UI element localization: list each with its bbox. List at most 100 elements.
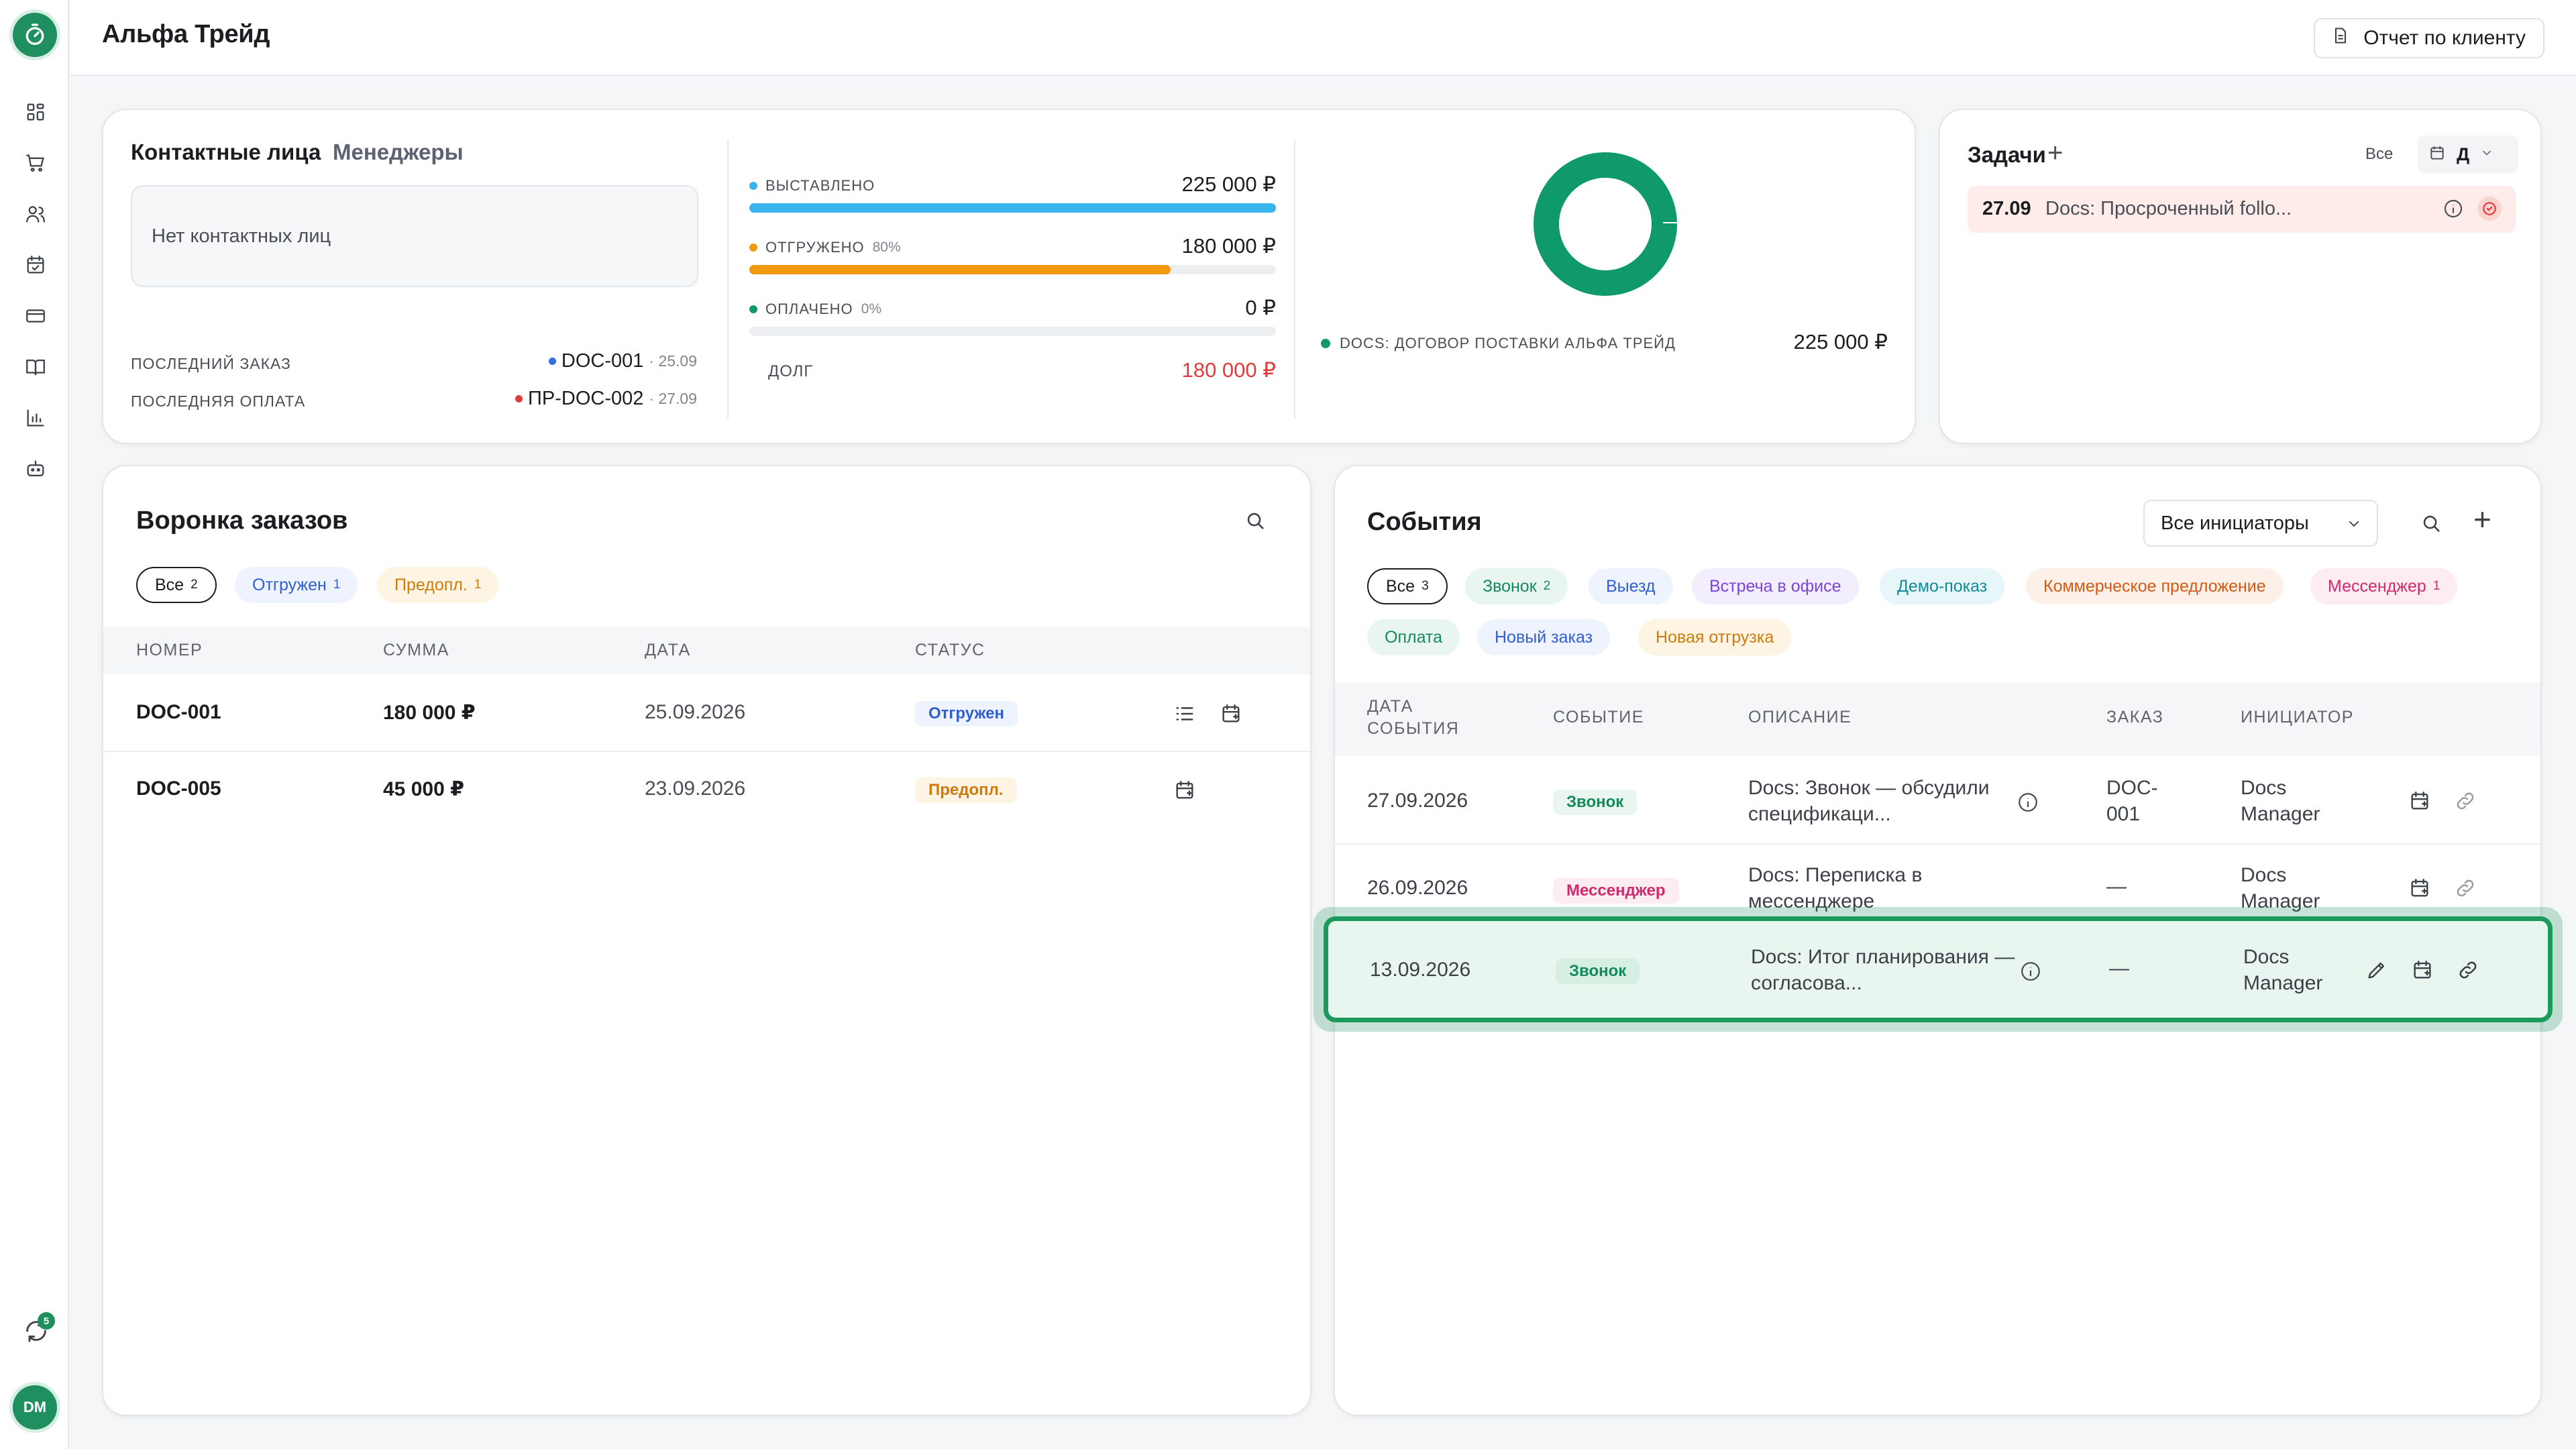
list-icon[interactable] bbox=[1173, 702, 1196, 725]
tasks-filter-all[interactable]: Все bbox=[2365, 145, 2394, 163]
calendar-check-icon[interactable] bbox=[23, 252, 48, 278]
sync-count-badge: 5 bbox=[38, 1312, 55, 1330]
calendar-add-icon[interactable] bbox=[2408, 877, 2431, 900]
filter-label: Мессенджер bbox=[2328, 576, 2426, 596]
page-title: Альфа Трейд bbox=[102, 20, 270, 48]
filter-label: Новый заказ bbox=[1495, 627, 1593, 647]
app-logo-icon[interactable] bbox=[13, 13, 57, 57]
calendar-add-icon[interactable] bbox=[1173, 779, 1196, 802]
events-filter-call[interactable]: Звонок 2 bbox=[1465, 568, 1568, 604]
event-order[interactable]: DOC- 001 bbox=[2106, 775, 2158, 827]
column-header-line: СОБЫТИЯ bbox=[1367, 719, 1460, 738]
events-filter-new-shipment[interactable]: Новая отгрузка bbox=[1638, 619, 1792, 655]
events-filter-office-meeting[interactable]: Встреча в офисе bbox=[1692, 568, 1859, 604]
link-icon[interactable] bbox=[2454, 877, 2477, 900]
column-header[interactable]: СУММА bbox=[383, 641, 449, 659]
event-type-text: Звонок bbox=[1553, 790, 1638, 815]
calendar-add-icon[interactable] bbox=[2411, 959, 2434, 981]
status-text: Предопл. bbox=[915, 777, 1017, 803]
events-filter-demo[interactable]: Демо-показ bbox=[1880, 568, 2005, 604]
order-sum: 45 000 ₽ bbox=[383, 778, 464, 800]
events-filter-messenger[interactable]: Мессенджер 1 bbox=[2310, 568, 2458, 604]
tab-managers[interactable]: Менеджеры bbox=[333, 140, 464, 164]
add-event-icon[interactable]: + bbox=[2473, 502, 2491, 537]
link-icon[interactable] bbox=[2457, 959, 2479, 981]
funnel-filter-all[interactable]: Все 2 bbox=[136, 567, 217, 603]
event-description: Docs: Переписка в мессенджере bbox=[1748, 862, 1922, 914]
funnel-filter-prepaid[interactable]: Предопл. 1 bbox=[377, 567, 499, 603]
contract-legend-value: 225 000 ₽ bbox=[1793, 330, 1888, 354]
book-icon[interactable] bbox=[23, 354, 48, 380]
column-header[interactable]: НОМЕР bbox=[136, 641, 203, 659]
table-row-highlighted[interactable]: 13.09.2026 Звонок Docs: Итог планировани… bbox=[1324, 916, 2553, 1022]
order-line: DOC- bbox=[2106, 777, 2158, 799]
column-header[interactable]: ОПИСАНИЕ bbox=[1748, 708, 1852, 727]
column-header[interactable]: ДАТА СОБЫТИЯ bbox=[1367, 696, 1459, 740]
column-header[interactable]: СОБЫТИЕ bbox=[1553, 708, 1644, 727]
events-filter-payment[interactable]: Оплата bbox=[1367, 619, 1460, 655]
column-header[interactable]: ДАТА bbox=[645, 641, 691, 659]
events-filter-all[interactable]: Все 3 bbox=[1367, 568, 1448, 604]
client-report-button[interactable]: Отчет по клиенту bbox=[2314, 18, 2544, 58]
shipped-label: ОТГРУЖЕНО bbox=[765, 239, 865, 256]
events-filter-visit[interactable]: Выезд bbox=[1589, 568, 1673, 604]
shipped-percent: 80% bbox=[872, 239, 901, 255]
initiator-line: Docs bbox=[2241, 777, 2287, 799]
edit-icon[interactable] bbox=[2365, 959, 2388, 981]
last-order[interactable]: DOC-001 · 25.09 bbox=[548, 350, 697, 372]
contract-slice[interactable] bbox=[1534, 152, 1677, 296]
paid-dot-icon bbox=[749, 305, 757, 313]
cart-icon[interactable] bbox=[23, 150, 48, 176]
dashboard-icon[interactable] bbox=[23, 99, 48, 125]
card-icon[interactable] bbox=[23, 303, 48, 329]
calendar-add-icon[interactable] bbox=[1220, 702, 1242, 725]
search-icon[interactable] bbox=[1244, 509, 1267, 532]
task-item[interactable]: 27.09 Docs: Просроченный follo... bbox=[1968, 186, 2516, 233]
table-row[interactable]: DOC-001 180 000 ₽ 25.09.2026 Отгружен bbox=[103, 676, 1310, 752]
avatar[interactable]: DM bbox=[13, 1385, 57, 1430]
task-date: 27.09 bbox=[1982, 198, 2031, 219]
tab-contacts[interactable]: Контактные лица bbox=[131, 140, 321, 164]
info-icon[interactable] bbox=[2443, 198, 2464, 223]
initiator-select[interactable]: Все инициаторы bbox=[2143, 500, 2378, 547]
finance-block: ВЫСТАВЛЕНО 225 000 ₽ ОТГРУЖЕНО 80% 180 0… bbox=[749, 110, 1299, 445]
column-header[interactable]: ЗАКАЗ bbox=[2106, 708, 2164, 727]
link-icon[interactable] bbox=[2454, 790, 2477, 812]
column-header[interactable]: ИНИЦИАТОР bbox=[2241, 708, 2354, 727]
info-icon[interactable] bbox=[2019, 960, 2040, 981]
last-payment-label: ПОСЛЕДНЯЯ ОПЛАТА bbox=[131, 392, 306, 410]
event-type-badge: Звонок bbox=[1556, 959, 1640, 984]
tasks-period-value: Д bbox=[2457, 144, 2470, 164]
column-header[interactable]: СТАТУС bbox=[915, 641, 985, 659]
funnel-filter-shipped[interactable]: Отгружен 1 bbox=[235, 567, 358, 603]
order-funnel-card: Воронка заказов Все 2 Отгружен 1 Предопл… bbox=[102, 465, 1311, 1416]
paid-bar bbox=[749, 327, 1276, 336]
filter-label: Отгружен bbox=[252, 575, 327, 594]
client-summary-card: Контактные лица Менеджеры Нет контактных… bbox=[102, 109, 1916, 444]
events-filter-new-order[interactable]: Новый заказ bbox=[1477, 619, 1611, 655]
event-initiator: Docs Manager bbox=[2241, 862, 2320, 914]
add-task-icon[interactable]: + bbox=[2047, 138, 2063, 168]
chart-icon[interactable] bbox=[23, 405, 48, 431]
calendar-add-icon[interactable] bbox=[2408, 790, 2431, 812]
events-filter-proposal[interactable]: Коммерческое предложение bbox=[2026, 568, 2284, 604]
users-icon[interactable] bbox=[23, 201, 48, 227]
chevron-down-icon bbox=[2480, 146, 2493, 163]
search-icon[interactable] bbox=[2420, 512, 2443, 535]
sidebar: 5 DM bbox=[0, 0, 69, 1449]
table-row[interactable]: 27.09.2026 Звонок Docs: Звонок — обсудил… bbox=[1335, 757, 2540, 845]
tasks-period-select[interactable]: Д bbox=[2418, 136, 2518, 173]
filter-label: Демо-показ bbox=[1897, 576, 1988, 596]
last-order-label: ПОСЛЕДНИЙ ЗАКАЗ bbox=[131, 355, 291, 372]
order-sum: 180 000 ₽ bbox=[383, 702, 476, 724]
info-icon[interactable] bbox=[2017, 791, 2037, 812]
invoiced-dot-icon bbox=[749, 182, 757, 190]
last-payment[interactable]: ПР-DOC-002 · 27.09 bbox=[515, 388, 697, 410]
table-row[interactable]: DOC-005 45 000 ₽ 23.09.2026 Предопл. bbox=[103, 753, 1310, 830]
contacts-empty-box: Нет контактных лиц bbox=[131, 185, 698, 287]
overdue-status-icon[interactable] bbox=[2477, 197, 2502, 221]
table-row[interactable]: 26.09.2026 Мессенджер Docs: Переписка в … bbox=[1335, 846, 2540, 926]
tasks-card: Задачи + Все Д 27.09 Docs: Просроченный … bbox=[1939, 109, 2542, 444]
bot-icon[interactable] bbox=[23, 456, 48, 482]
initiator-select-value: Все инициаторы bbox=[2161, 512, 2309, 534]
